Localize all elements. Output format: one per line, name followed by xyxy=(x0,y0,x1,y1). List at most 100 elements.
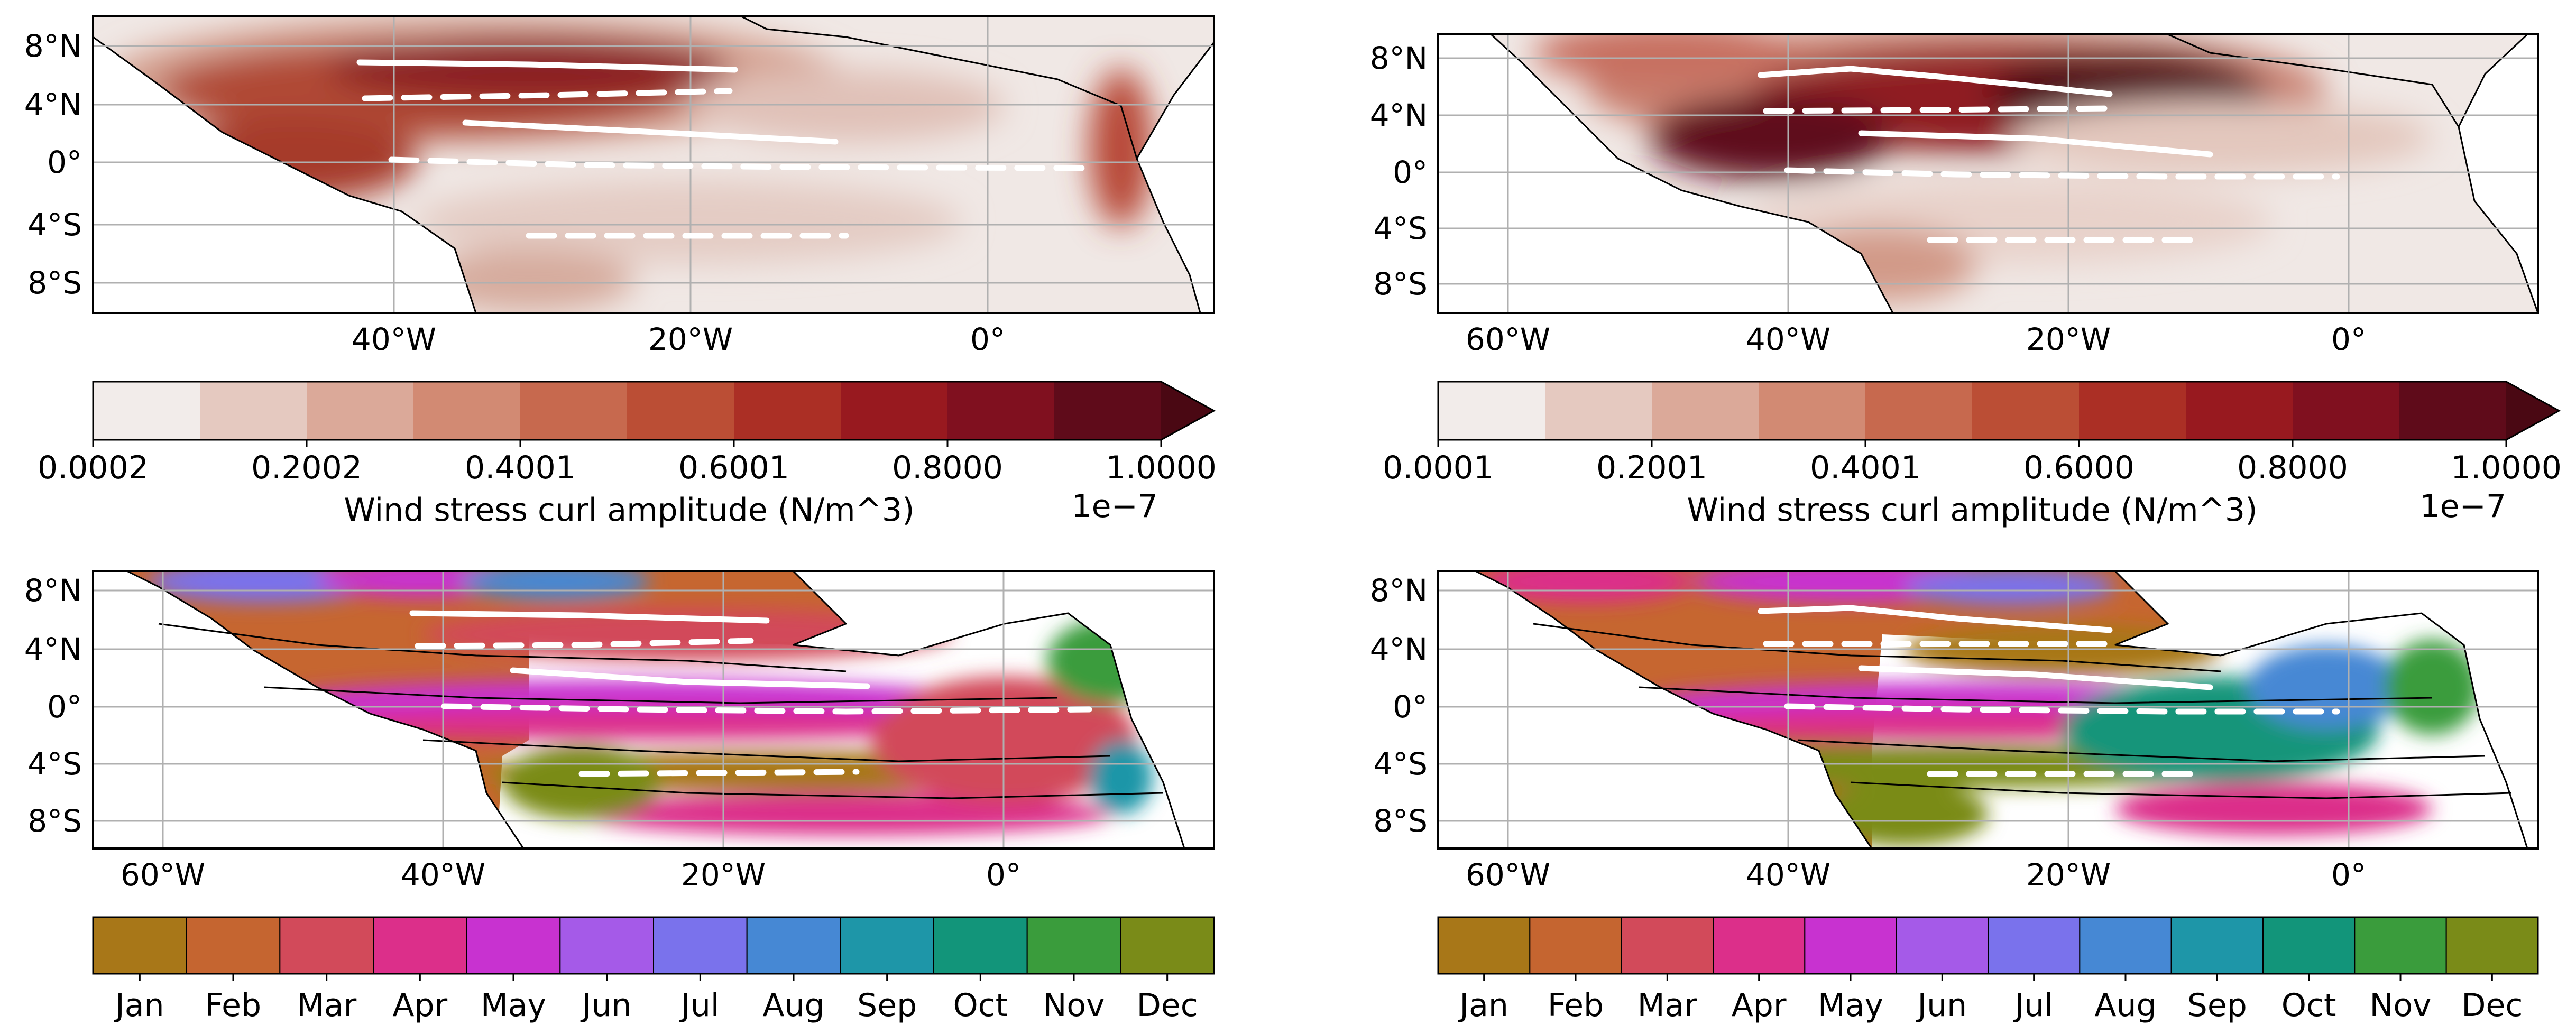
month-label: Jan xyxy=(1457,987,1508,1024)
month-label: Aug xyxy=(2094,987,2156,1024)
lat-label: 8°N xyxy=(1370,573,1428,608)
colorbar-swatch xyxy=(1865,382,1973,440)
month-label: Oct xyxy=(953,987,1008,1024)
amplitude-field xyxy=(106,16,1153,312)
lat-labels: 8°N 4°N 0° 4°S 8°S xyxy=(1370,40,1428,302)
colorbar-swatch xyxy=(2079,382,2186,440)
colorbar-swatch xyxy=(2445,917,2538,974)
land-south-america xyxy=(93,571,525,848)
colorbar-amplitude-left: 0.0002 0.2002 0.4001 0.6001 0.8000 1.000… xyxy=(38,381,1217,529)
lat-labels: 8°N 4°N 0° 4°S 8°S xyxy=(24,573,82,839)
colorbar-swatch xyxy=(2354,917,2447,974)
colorbar-swatch xyxy=(307,382,414,440)
land-africa xyxy=(2168,34,2538,313)
colorbar-outline xyxy=(92,916,1215,975)
colorbar-swatch xyxy=(2399,382,2507,440)
month-label: Sep xyxy=(2187,987,2247,1024)
lon-label: 60°W xyxy=(121,857,205,893)
colorbar-swatch xyxy=(1759,382,1866,440)
colorbar-swatch xyxy=(2170,917,2264,974)
lat-label: 0° xyxy=(1393,689,1428,725)
month-label: Nov xyxy=(1043,987,1105,1024)
colorbar-swatch xyxy=(559,917,655,974)
lon-label: 0° xyxy=(986,857,1021,893)
lat-label: 4°S xyxy=(1373,746,1428,782)
land-africa xyxy=(792,571,1214,848)
land-south-america xyxy=(93,36,477,313)
lat-label: 4°S xyxy=(27,207,82,243)
lon-label: 0° xyxy=(970,321,1005,357)
colorbar-tick: 0.6000 xyxy=(2023,449,2135,486)
colorbar-phase-left: Jan Feb Mar Apr May Jun Jul Aug Sep Oct Nov Dec xyxy=(92,916,1215,1024)
lon-label: 60°W xyxy=(1466,321,1550,357)
colorbar-outline xyxy=(92,381,1216,441)
month-label: Feb xyxy=(1548,987,1604,1024)
colorbar-swatch xyxy=(2293,382,2400,440)
colorbar-offset: 1e−7 xyxy=(2419,488,2506,525)
lat-label: 4°S xyxy=(27,746,82,782)
month-label: May xyxy=(481,987,546,1024)
lat-label: 8°S xyxy=(27,265,82,301)
lat-label: 4°N xyxy=(1370,631,1428,667)
colorbar-swatch xyxy=(933,917,1028,974)
lat-label: 4°N xyxy=(24,631,82,667)
contour-lines xyxy=(1533,623,2512,799)
colorbar-swatch xyxy=(1972,382,2080,440)
lat-label: 8°N xyxy=(24,573,82,608)
colorbar-swatch xyxy=(1529,917,1622,974)
month-label: Jan xyxy=(113,987,164,1024)
colorbar-swatch xyxy=(1120,917,1215,974)
grid-lines xyxy=(93,16,1214,313)
month-label: Apr xyxy=(1732,987,1787,1024)
colorbar-amplitude-right: 0.0001 0.2001 0.4001 0.6000 0.8000 1.000… xyxy=(1383,381,2562,529)
month-label: Feb xyxy=(205,987,261,1024)
colorbar-tick: 0.8000 xyxy=(2237,449,2348,486)
lon-label: 20°W xyxy=(681,857,766,893)
lat-label: 0° xyxy=(47,689,82,725)
lon-labels: 60°W 40°W 20°W 0° xyxy=(1466,321,2366,357)
colorbar-swatch xyxy=(734,382,841,440)
lat-label: 8°S xyxy=(1373,803,1428,839)
colorbar-tick: 1.0000 xyxy=(1106,449,1217,486)
month-label: Nov xyxy=(2369,987,2431,1024)
lat-labels: 8°N 4°N 0° 4°S 8°S xyxy=(24,28,82,301)
month-label: Jun xyxy=(1915,987,1967,1024)
colorbar-swatch xyxy=(186,917,281,974)
colorbar-swatch xyxy=(1804,917,1897,974)
lat-label: 8°N xyxy=(1370,40,1428,76)
map-panel-phase-left: 8°N 4°N 0° 4°S 8°S 60°W 40°W 20°W 0° xyxy=(24,570,1215,893)
colorbar-tick: 0.4001 xyxy=(465,449,576,486)
land-africa xyxy=(714,16,1214,313)
map-panel-amplitude-left: 8°N 4°N 0° 4°S 8°S 40°W 20°W 0° xyxy=(24,15,1215,357)
colorbar-title: Wind stress curl amplitude (N/m^3) xyxy=(1687,492,2257,529)
lon-labels: 40°W 20°W 0° xyxy=(352,321,1005,357)
reference-lines xyxy=(356,59,1092,239)
colorbar-swatch xyxy=(466,917,561,974)
month-label: Aug xyxy=(762,987,824,1024)
colorbar-tick: 0.0001 xyxy=(1383,449,1494,486)
month-label: Jul xyxy=(679,987,719,1024)
month-label: Dec xyxy=(1137,987,1198,1024)
colorbar-extend-arrow xyxy=(1161,382,1214,440)
colorbar-swatch xyxy=(1026,917,1121,974)
colorbar-swatch xyxy=(200,382,307,440)
colorbar-swatch xyxy=(279,917,374,974)
lon-label: 20°W xyxy=(2026,321,2111,357)
colorbar-swatch xyxy=(1545,382,1652,440)
lon-label: 20°W xyxy=(2026,857,2111,893)
colorbar-swatch xyxy=(627,382,734,440)
lat-label: 4°S xyxy=(1373,210,1428,246)
lat-label: 0° xyxy=(1393,154,1428,190)
colorbar-swatch xyxy=(2262,917,2356,974)
colorbar-swatch xyxy=(1621,917,1714,974)
reference-lines xyxy=(1758,605,2340,777)
colorbar-swatch xyxy=(413,382,521,440)
contour-lines xyxy=(158,623,1164,799)
month-label: Mar xyxy=(1637,987,1698,1024)
lon-label: 40°W xyxy=(1746,857,1830,893)
colorbar-swatch xyxy=(2186,382,2293,440)
colorbar-offset: 1e−7 xyxy=(1071,488,1158,525)
colorbar-swatch xyxy=(1652,382,1759,440)
lon-label: 40°W xyxy=(1746,321,1830,357)
